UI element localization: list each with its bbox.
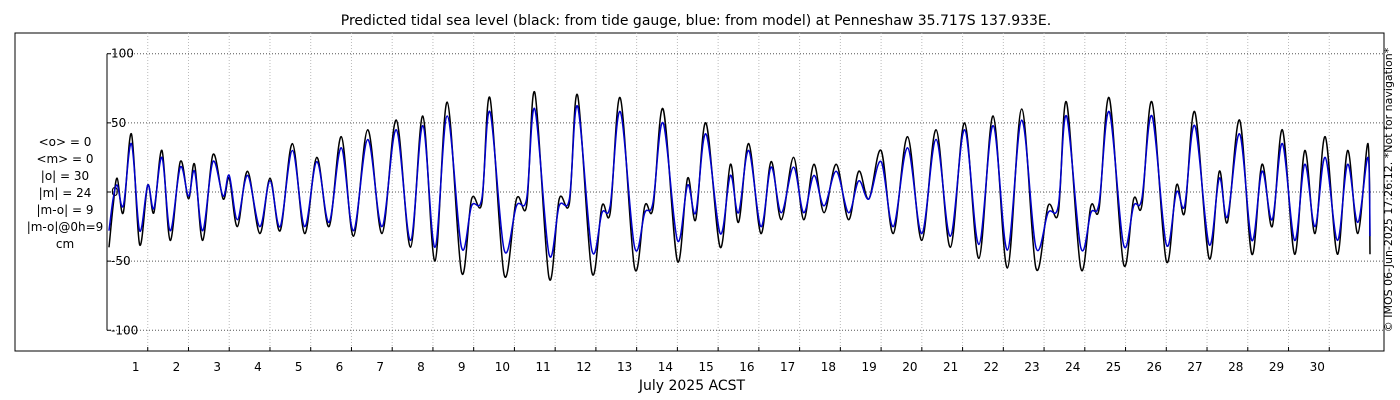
stat-line: |m-o| = 9 bbox=[37, 203, 94, 217]
x-tick-label: 9 bbox=[458, 360, 466, 374]
x-tick-label: 7 bbox=[376, 360, 384, 374]
x-tick-label: 25 bbox=[1106, 360, 1121, 374]
x-tick-label: 29 bbox=[1269, 360, 1284, 374]
x-tick-label: 10 bbox=[495, 360, 510, 374]
x-tick-label: 28 bbox=[1228, 360, 1243, 374]
stat-line: <m> = 0 bbox=[36, 152, 93, 166]
x-tick-label: 18 bbox=[821, 360, 836, 374]
x-tick-label: 15 bbox=[698, 360, 713, 374]
stat-line: |o| = 30 bbox=[41, 169, 89, 183]
x-tick-label: 26 bbox=[1147, 360, 1162, 374]
stat-line: |m| = 24 bbox=[39, 186, 92, 200]
x-tick-label: 20 bbox=[902, 360, 917, 374]
x-tick-label: 6 bbox=[336, 360, 344, 374]
y-tick-label: 100 bbox=[111, 47, 134, 61]
series-line-model bbox=[108, 105, 1371, 258]
x-tick-label: 21 bbox=[943, 360, 958, 374]
x-tick-label: 22 bbox=[984, 360, 999, 374]
x-tick-label: 27 bbox=[1187, 360, 1202, 374]
chart-title: Predicted tidal sea level (black: from t… bbox=[341, 13, 1051, 29]
copyright-note: © IMOS 06-Jun-2025 17:26:12. *Not for na… bbox=[1382, 47, 1395, 332]
x-axis-label: July 2025 ACST bbox=[638, 378, 746, 394]
x-tick-label: 2 bbox=[173, 360, 181, 374]
x-tick-label: 23 bbox=[1024, 360, 1039, 374]
x-tick-label: 24 bbox=[1065, 360, 1080, 374]
stats-panel: <o> = 0 <m> = 0 |o| = 30 |m| = 24 |m-o| = 9 |… bbox=[27, 135, 104, 251]
plot-frame bbox=[14, 32, 1385, 352]
x-tick-label: 1 bbox=[132, 360, 140, 374]
stat-line: cm bbox=[56, 237, 74, 251]
x-tick-label: 13 bbox=[617, 360, 632, 374]
x-tick-label: 30 bbox=[1310, 360, 1325, 374]
x-tick-label: 19 bbox=[861, 360, 876, 374]
x-tick-label: 16 bbox=[739, 360, 754, 374]
stat-line: |m-o|@0h=9 bbox=[27, 220, 104, 234]
plot-area: 1 2 3 4 5 6 7 8 9 10 11 12 13 14 15 16 17 18 19 20 21 22 23 24 2… bbox=[14, 32, 1385, 374]
x-tick-label: 11 bbox=[536, 360, 551, 374]
x-tick-label: 5 bbox=[295, 360, 303, 374]
x-tick-label: 8 bbox=[417, 360, 425, 374]
y-tick-label: -100 bbox=[111, 323, 138, 337]
stat-line: <o> = 0 bbox=[39, 135, 92, 149]
x-tick-label: 4 bbox=[254, 360, 262, 374]
x-tick-label: 3 bbox=[213, 360, 221, 374]
y-tick-label: -50 bbox=[111, 254, 131, 268]
x-tick-label: 17 bbox=[780, 360, 795, 374]
x-tick-label: 14 bbox=[658, 360, 673, 374]
y-tick-label: 50 bbox=[111, 116, 126, 130]
x-tick-label: 12 bbox=[576, 360, 591, 374]
